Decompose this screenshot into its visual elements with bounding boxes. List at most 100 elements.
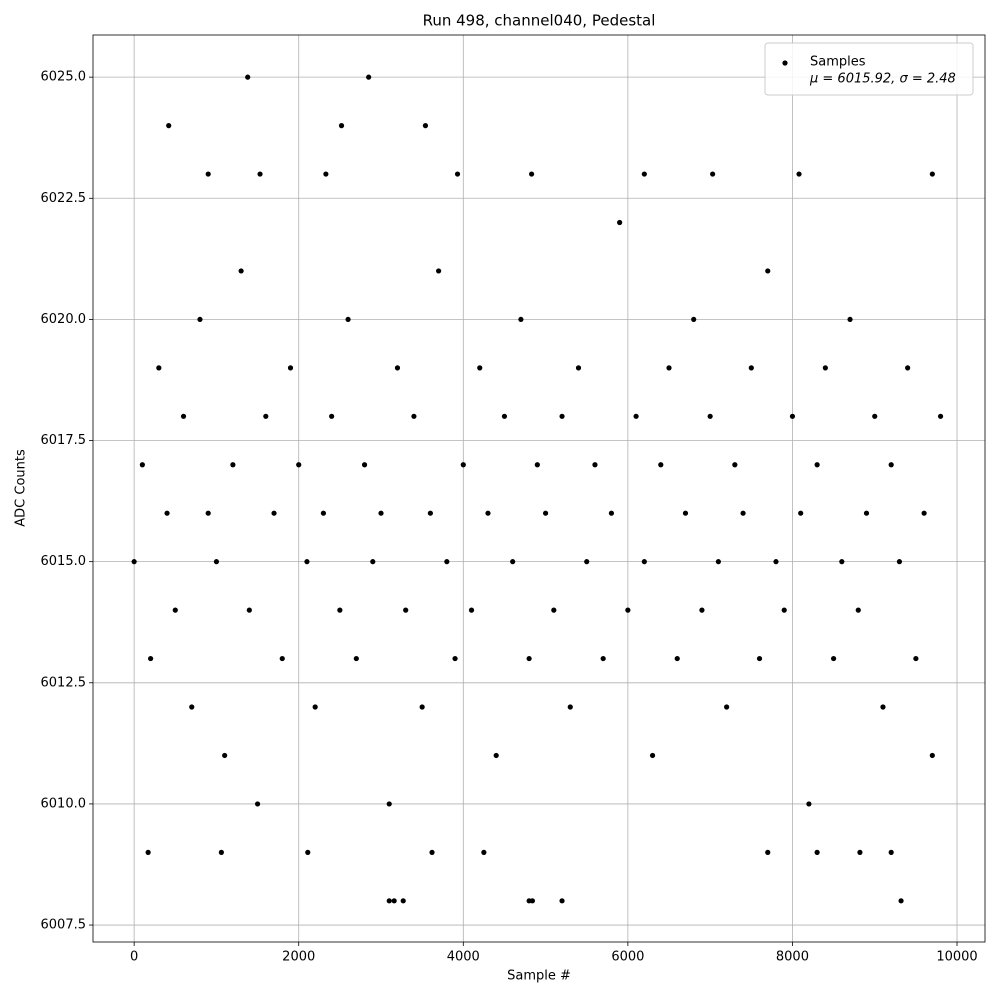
point — [205, 171, 211, 177]
point — [166, 123, 172, 129]
point — [156, 365, 162, 371]
point — [929, 752, 935, 759]
y-tick-label: 6017.5 — [41, 433, 87, 448]
point — [608, 510, 615, 516]
point — [913, 655, 919, 662]
point — [189, 704, 195, 710]
point — [429, 849, 435, 855]
point — [238, 268, 244, 274]
point — [872, 413, 878, 419]
point — [145, 849, 151, 855]
point — [403, 607, 409, 613]
x-tick-label: 4000 — [447, 950, 480, 965]
point — [937, 413, 944, 419]
point — [452, 655, 458, 662]
point — [666, 365, 672, 371]
point — [526, 655, 532, 662]
point — [254, 801, 261, 807]
chart-title: Run 498, channel040, Pedestal — [423, 12, 656, 30]
legend: Samples μ = 6015.92, σ = 2.48 — [764, 42, 974, 96]
legend-stats: μ = 6015.92, σ = 2.48 — [809, 72, 956, 87]
point — [345, 316, 351, 323]
point — [164, 510, 170, 516]
point — [699, 607, 705, 613]
point — [617, 219, 623, 226]
point — [748, 365, 754, 371]
point — [625, 607, 631, 613]
plot-frame — [92, 34, 986, 943]
point — [518, 316, 524, 323]
point — [257, 171, 263, 177]
point — [857, 849, 863, 855]
y-tick-label: 6015.0 — [41, 554, 87, 569]
point — [263, 413, 269, 419]
point — [633, 413, 639, 419]
point — [320, 510, 327, 516]
point — [863, 510, 870, 516]
point — [814, 849, 820, 855]
point — [329, 413, 335, 419]
point — [559, 898, 565, 904]
point — [551, 607, 557, 613]
point — [847, 316, 853, 323]
point — [855, 607, 861, 613]
point — [724, 704, 730, 710]
point — [304, 559, 310, 565]
point — [529, 898, 536, 904]
point — [411, 413, 417, 419]
point — [888, 462, 894, 468]
x-tick-label: 0 — [130, 950, 138, 965]
point — [691, 316, 697, 323]
point — [806, 801, 812, 807]
point — [296, 462, 302, 468]
point — [510, 559, 516, 565]
point — [436, 268, 442, 274]
point — [366, 74, 372, 80]
point — [732, 462, 738, 468]
point — [781, 607, 787, 613]
point — [682, 510, 689, 516]
point — [658, 462, 664, 468]
point — [386, 898, 392, 904]
point — [649, 752, 656, 759]
point — [880, 704, 886, 710]
point — [740, 510, 746, 516]
point — [305, 849, 311, 855]
point — [921, 510, 927, 516]
point — [888, 849, 894, 855]
point — [279, 655, 285, 662]
point — [773, 559, 779, 565]
x-axis-label: Sample # — [507, 969, 571, 984]
point — [386, 801, 392, 807]
legend-box — [764, 42, 974, 96]
point — [674, 655, 680, 662]
point — [271, 510, 277, 516]
point — [454, 171, 461, 177]
point — [370, 559, 376, 565]
y-axis-label: ADC Counts — [14, 449, 29, 527]
x-tick-label: 2000 — [282, 950, 315, 965]
point — [765, 268, 771, 274]
point — [905, 365, 911, 371]
point — [391, 898, 397, 904]
point — [641, 171, 647, 177]
point — [756, 655, 763, 662]
point — [481, 849, 487, 855]
point — [830, 655, 837, 662]
y-tick-label: 6007.5 — [41, 918, 87, 933]
point — [592, 462, 598, 468]
point — [501, 413, 508, 419]
point — [337, 607, 343, 613]
point — [710, 171, 716, 177]
y-tick-label: 6025.0 — [41, 70, 87, 85]
legend-marker — [782, 60, 788, 66]
x-tick-label: 6000 — [611, 950, 644, 965]
point — [353, 655, 359, 662]
point — [172, 607, 178, 613]
point — [796, 171, 802, 177]
point — [444, 559, 450, 565]
point — [641, 559, 647, 565]
point — [477, 365, 483, 371]
